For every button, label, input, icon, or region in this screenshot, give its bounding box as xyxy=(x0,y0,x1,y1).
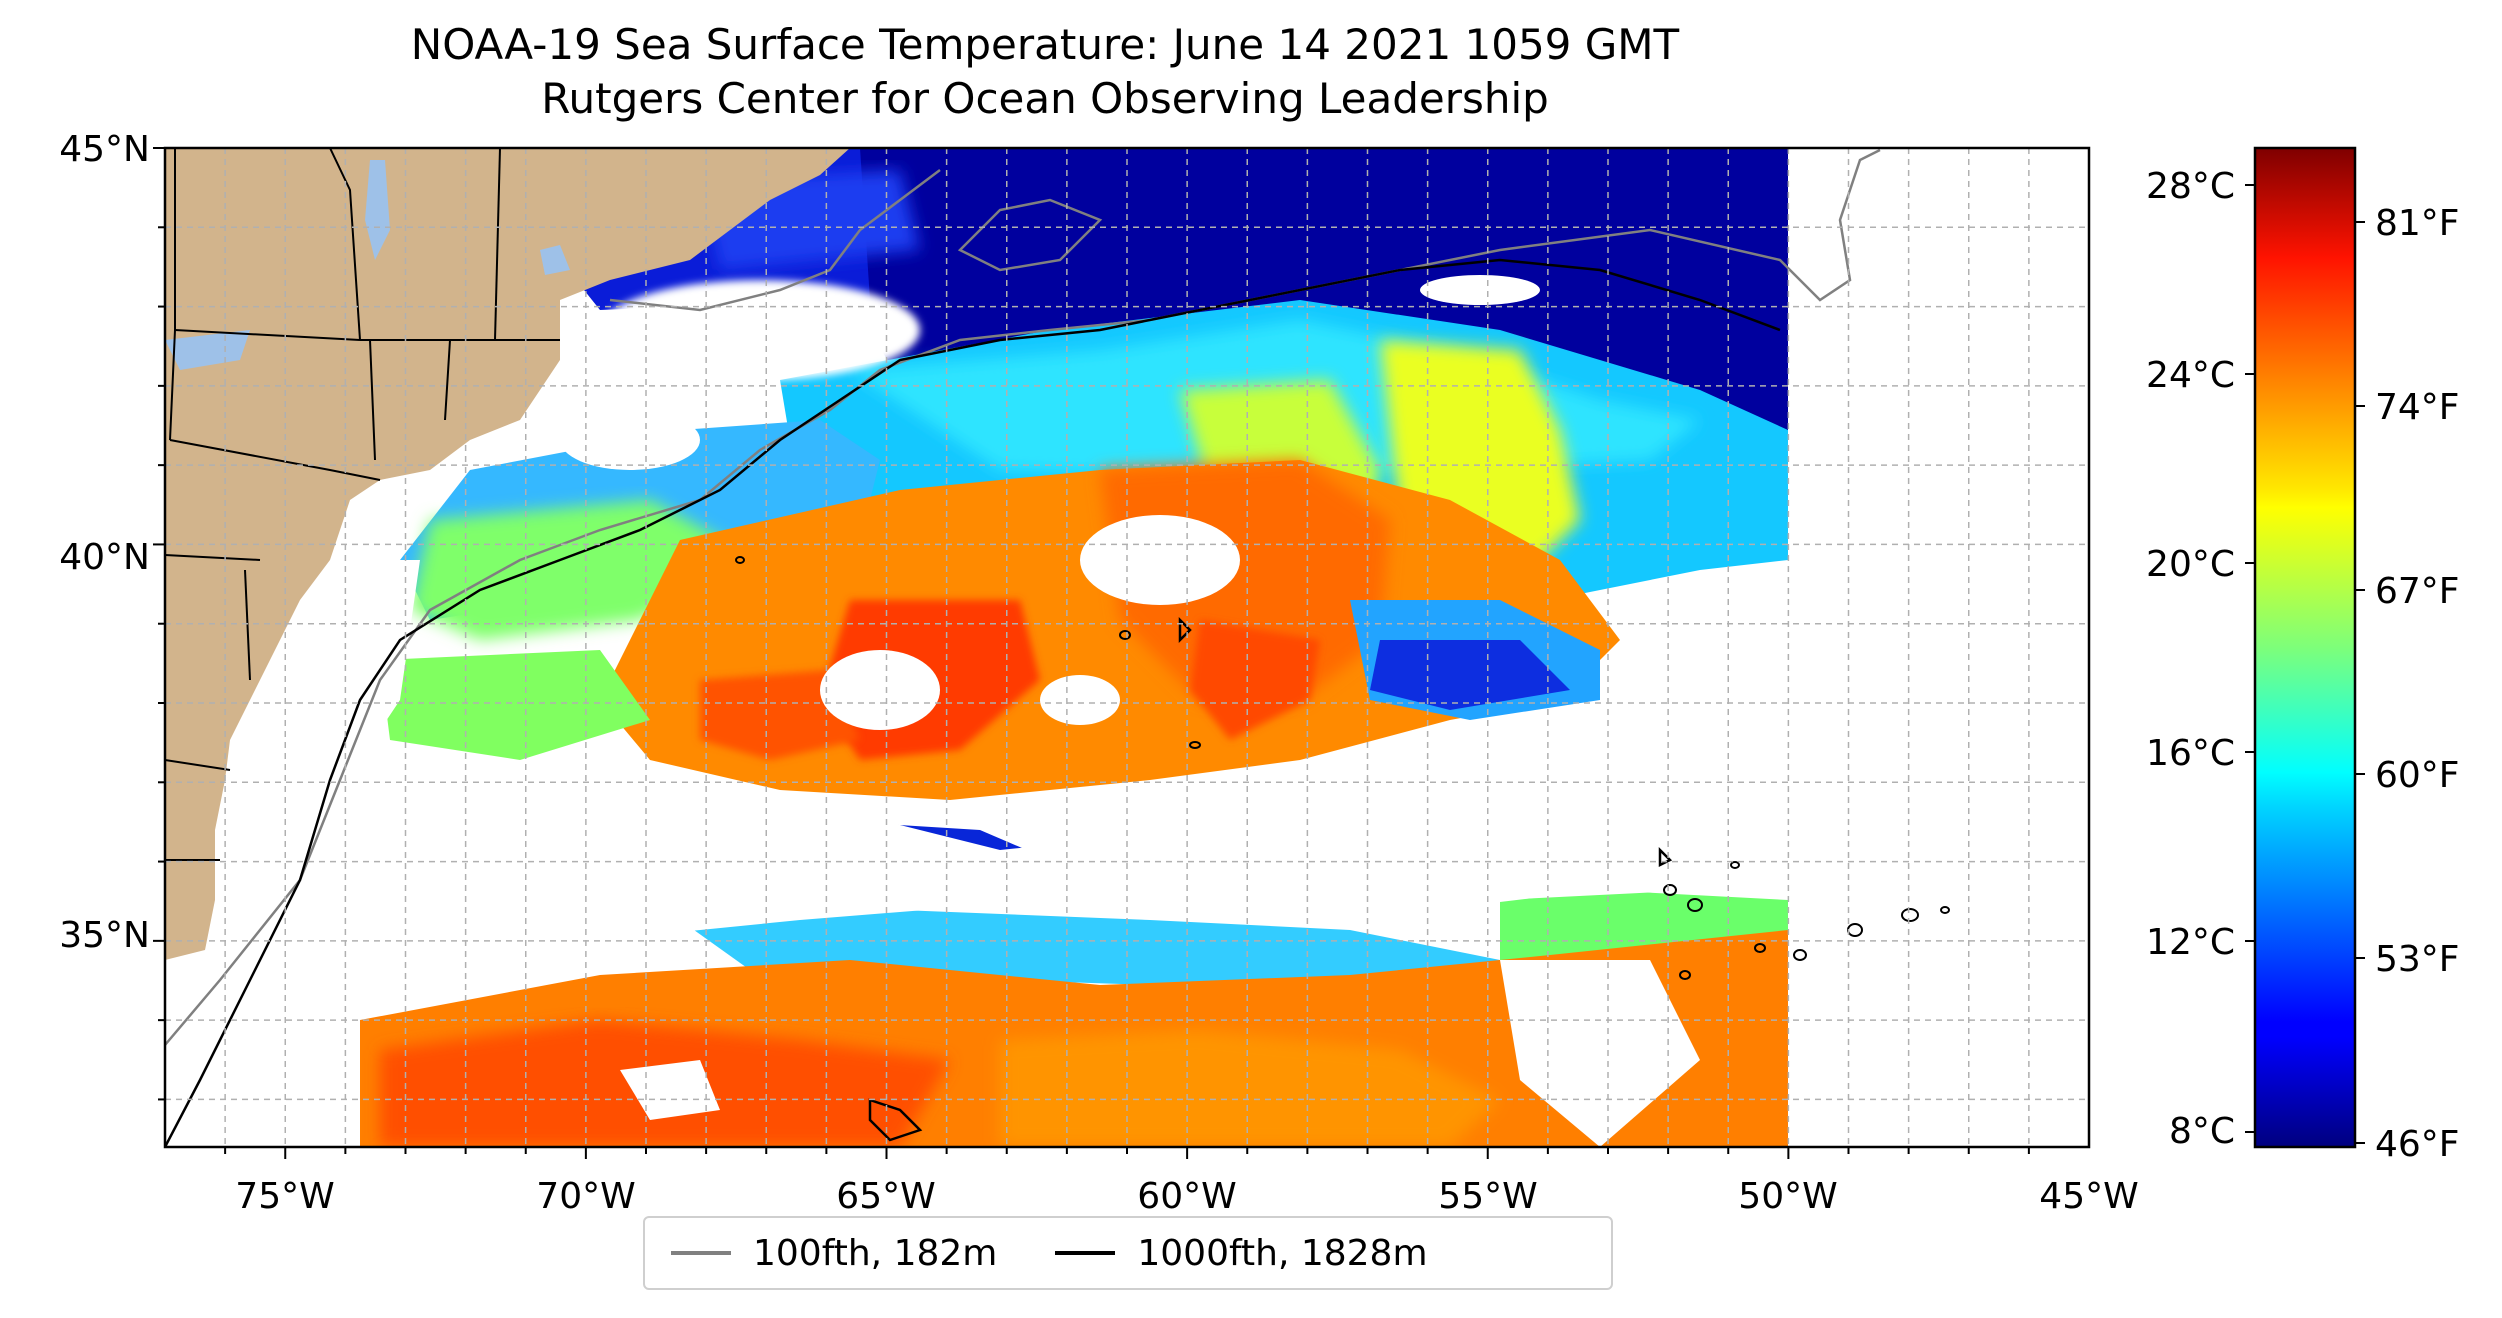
colorbar-f-74: 74°F xyxy=(2375,387,2460,428)
colorbar-gradient xyxy=(2253,146,2357,1149)
land xyxy=(165,148,850,960)
x-tick-labels: 75°W 70°W 65°W 60°W 55°W 50°W 45°W xyxy=(235,1176,2138,1217)
lat-label-40n: 40°N xyxy=(59,537,150,578)
lon-label-65w: 65°W xyxy=(836,1176,935,1217)
legend-swatch-black-line xyxy=(1055,1251,1116,1255)
colorbar-c-24: 24°C xyxy=(2146,355,2235,396)
colorbar-f-67: 67°F xyxy=(2375,571,2460,612)
legend: 100fth, 182m 1000fth, 1828m xyxy=(643,1216,1613,1290)
legend-label-1000fth: 1000fth, 1828m xyxy=(1137,1232,1428,1274)
lon-label-60w: 60°W xyxy=(1137,1176,1236,1217)
colorbar-c-20: 20°C xyxy=(2146,544,2235,585)
legend-item-1000fth: 1000fth, 1828m xyxy=(1055,1232,1428,1274)
colorbar-f-81: 81°F xyxy=(2375,203,2460,244)
seamounts xyxy=(735,556,1950,980)
legend-swatch-gray-line xyxy=(671,1251,731,1255)
lon-label-55w: 55°W xyxy=(1438,1176,1537,1217)
lon-label-45w: 45°W xyxy=(2039,1176,2138,1217)
isobath-100fth xyxy=(165,148,1881,1046)
lat-label-45n: 45°N xyxy=(59,129,150,170)
legend-label-100fth: 100fth, 182m xyxy=(753,1232,998,1274)
y-tick-labels: 45°N 40°N 35°N xyxy=(59,129,150,956)
colorbar-c-16: 16°C xyxy=(2146,733,2235,774)
title-line-2: Rutgers Center for Ocean Observing Leade… xyxy=(541,74,1549,123)
lat-label-35n: 35°N xyxy=(59,915,150,956)
colorbar-f-53: 53°F xyxy=(2375,939,2460,980)
map-area xyxy=(165,148,2089,1147)
colorbar: 28°C 24°C 20°C 16°C 12°C 8°C 81°F 74°F 6… xyxy=(2146,146,2460,1165)
graticule xyxy=(165,148,2089,1147)
colorbar-c-12: 12°C xyxy=(2146,922,2235,963)
legend-item-100fth: 100fth, 182m xyxy=(671,1233,997,1274)
state-borders xyxy=(165,148,560,861)
title-line-1: NOAA-19 Sea Surface Temperature: June 14… xyxy=(410,20,1680,69)
axis-ticks xyxy=(153,147,2030,1159)
colorbar-f-60: 60°F xyxy=(2375,755,2460,796)
isobath-1000fth xyxy=(165,258,1781,1147)
chart-title: NOAA-19 Sea Surface Temperature: June 14… xyxy=(160,18,1930,126)
lon-label-75w: 75°W xyxy=(235,1176,334,1217)
lon-label-70w: 70°W xyxy=(536,1176,635,1217)
colorbar-c-28: 28°C xyxy=(2146,166,2235,207)
colorbar-f-46: 46°F xyxy=(2375,1124,2460,1165)
colorbar-c-8: 8°C xyxy=(2169,1111,2235,1152)
lon-label-50w: 50°W xyxy=(1738,1176,1837,1217)
